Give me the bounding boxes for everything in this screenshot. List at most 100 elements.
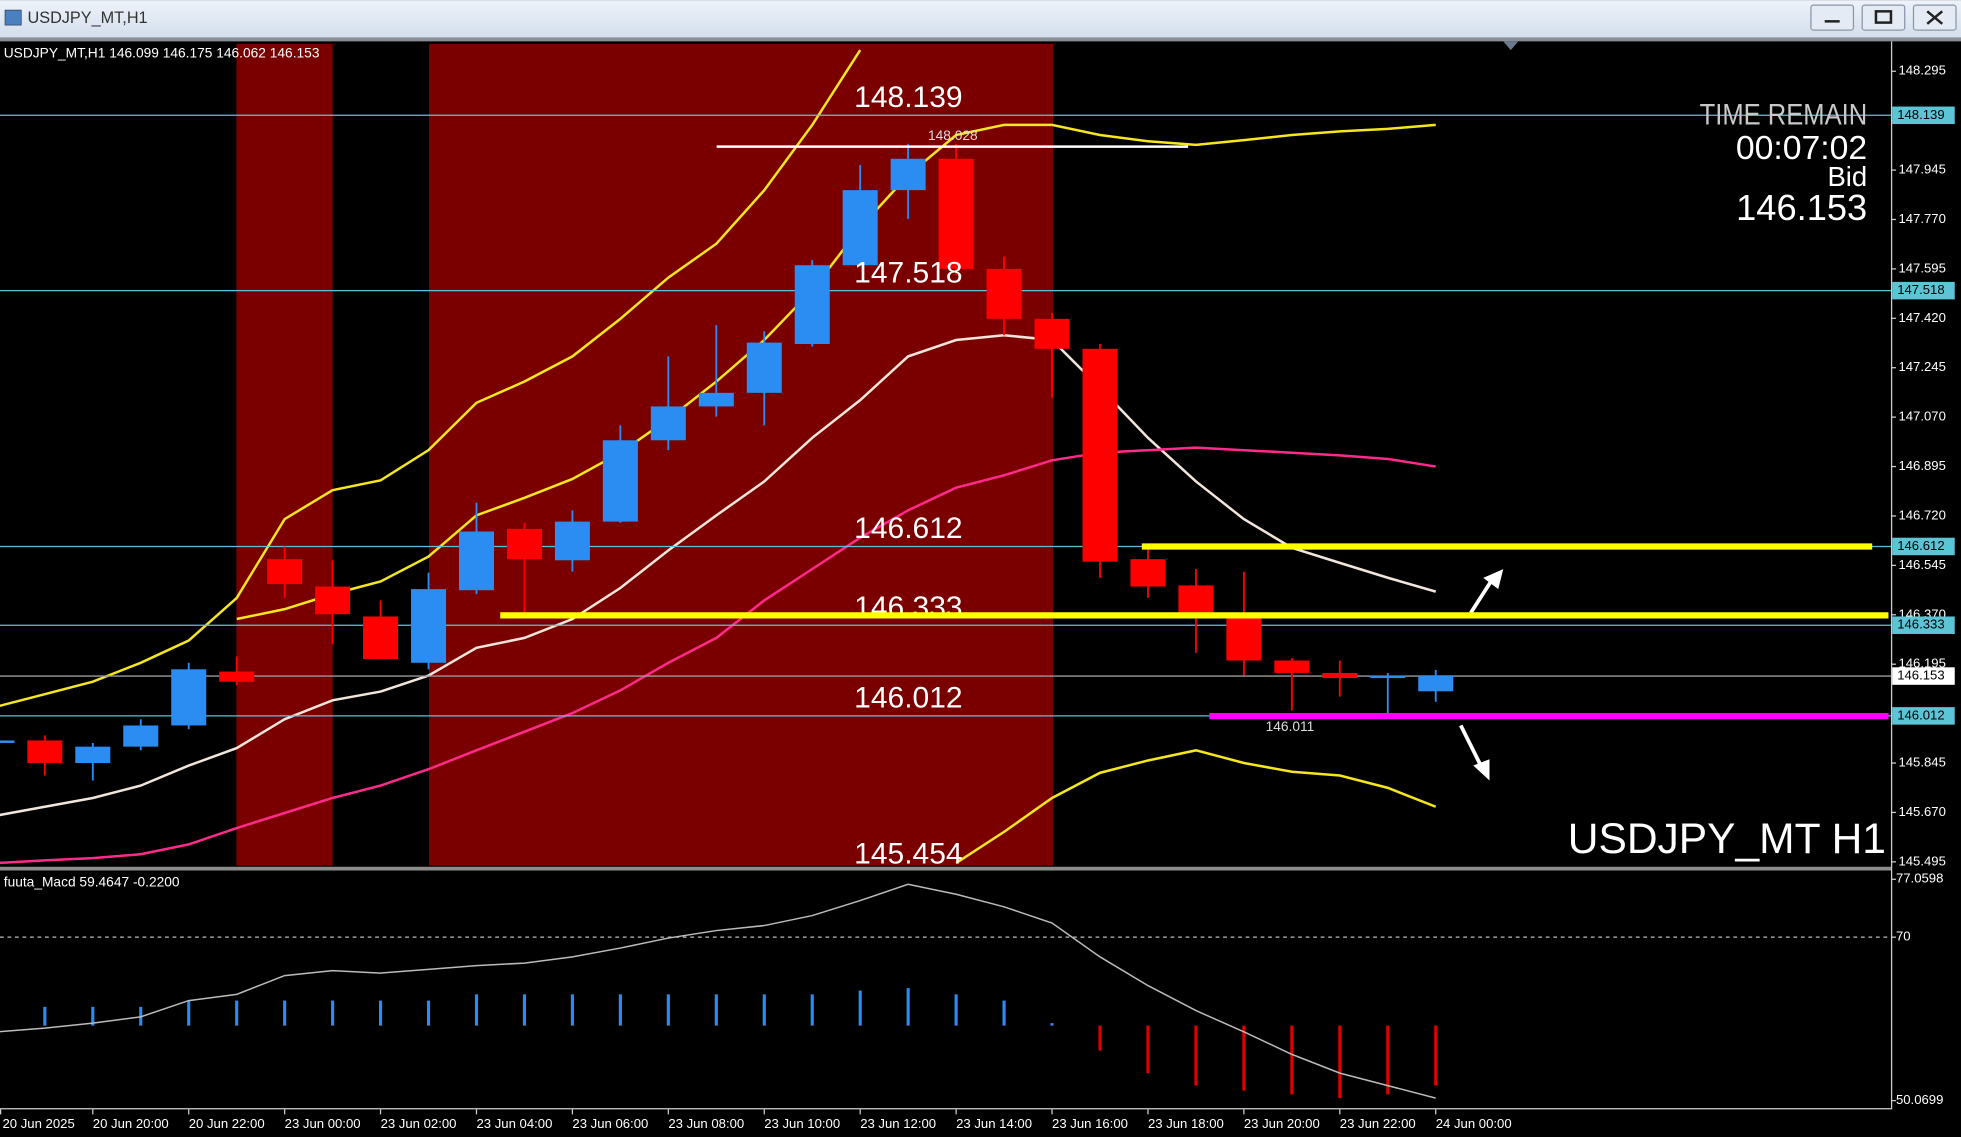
y-tick-label: 147.770 <box>1898 211 1945 226</box>
candle-body <box>1130 559 1166 587</box>
arrow-down <box>1459 724 1483 767</box>
y-tick-label: 147.595 <box>1898 260 1945 275</box>
level-axis-box <box>1892 281 1955 300</box>
macd-signal <box>0 883 1436 1099</box>
level-axis-label: 146.333 <box>1897 617 1944 632</box>
arrow-down-head <box>1473 759 1490 781</box>
window-title: USDJPY_MT,H1 <box>28 9 148 27</box>
macd-tick-label: 70 <box>1896 929 1911 944</box>
arrow-up-head <box>1483 569 1504 590</box>
candle-body <box>411 589 447 663</box>
candle-body <box>171 669 207 726</box>
indicator-line <box>0 446 1436 865</box>
level-axis-label: 148.139 <box>1897 107 1944 122</box>
x-tick-label: 23 Jun 16:00 <box>1052 1116 1128 1131</box>
x-tick-label: 23 Jun 20:00 <box>1244 1116 1320 1131</box>
x-tick-label: 23 Jun 08:00 <box>668 1116 744 1131</box>
indicator-line <box>236 123 1436 621</box>
x-tick-label: 24 Jun 00:00 <box>1436 1116 1512 1131</box>
candle-body <box>363 616 399 660</box>
macd-panel <box>0 883 1891 1099</box>
drawn-line-label: 148.028 <box>928 128 978 143</box>
y-tick-label: 148.295 <box>1898 63 1945 78</box>
bid-label: Bid <box>1827 161 1867 192</box>
y-tick-label: 146.195 <box>1898 656 1945 671</box>
drawn-line-label: 146.011 <box>1266 719 1315 734</box>
session-shade <box>236 43 333 866</box>
level-axis-label: 146.612 <box>1897 538 1944 553</box>
restore-button[interactable] <box>1861 4 1906 31</box>
arrow-up <box>1469 576 1495 614</box>
window-icon <box>4 9 22 26</box>
candle-body <box>986 268 1022 319</box>
x-tick-label: 23 Jun 22:00 <box>1340 1116 1416 1131</box>
restore-glyph <box>1874 10 1893 24</box>
indicator-line <box>0 49 862 708</box>
time-remain: 00:07:02 <box>1736 129 1867 167</box>
x-tick-label: 23 Jun 12:00 <box>860 1116 936 1131</box>
y-tick-label: 145.495 <box>1898 853 1945 868</box>
x-tick-label: 23 Jun 06:00 <box>572 1116 648 1131</box>
level-label: 145.454 <box>854 837 962 870</box>
candle-body <box>1082 348 1118 562</box>
symbol-label: USDJPY_MT H1 <box>1568 816 1886 863</box>
candle-body <box>458 531 495 591</box>
candle-body <box>267 559 303 585</box>
candle-body <box>315 586 351 615</box>
candle-body <box>75 746 111 764</box>
level-axis-box <box>1892 616 1955 634</box>
macd-tick-label: 77.0598 <box>1896 871 1943 886</box>
x-tick-label: 23 Jun 02:00 <box>381 1116 457 1131</box>
candle-body <box>27 740 63 764</box>
level-axis-box <box>1892 707 1955 725</box>
candle-body <box>698 392 734 407</box>
bid-axis-label: 146.153 <box>1897 668 1944 683</box>
candle-body <box>1274 660 1310 673</box>
level-axis-box <box>1892 537 1955 556</box>
x-tick-label: 23 Jun 18:00 <box>1148 1116 1224 1131</box>
candle-body <box>842 190 878 266</box>
candle-body <box>794 265 830 345</box>
x-tick-label: 20 Jun 22:00 <box>189 1116 265 1131</box>
candle-body <box>746 342 782 393</box>
macd-title: fuuta_Macd 59.4647 -0.2200 <box>4 875 180 890</box>
x-tick-label: 23 Jun 00:00 <box>285 1116 361 1131</box>
candle-body <box>1370 675 1406 679</box>
candle-body <box>1418 676 1454 692</box>
candle-body <box>1034 318 1070 349</box>
y-tick-label: 147.070 <box>1898 409 1945 424</box>
y-tick-label: 147.245 <box>1898 359 1945 374</box>
indicator-line <box>955 749 1437 865</box>
level-axis-label: 147.518 <box>1897 282 1944 297</box>
y-tick-label: 145.670 <box>1898 804 1945 819</box>
level-label: 146.012 <box>854 682 962 715</box>
window-buttons[interactable] <box>1810 4 1957 31</box>
x-tick-label: 23 Jun 10:00 <box>764 1116 840 1131</box>
level-axis-box <box>1892 106 1955 125</box>
candle-body <box>938 158 974 269</box>
macd-tick-label: 50.0699 <box>1896 1092 1943 1107</box>
candle-body <box>650 406 686 441</box>
candle-body <box>554 521 590 561</box>
arrows <box>1459 569 1504 781</box>
x-tick-label: 23 Jun 04:00 <box>476 1116 552 1131</box>
chart-header: USDJPY_MT,H1 146.099 146.175 146.062 146… <box>4 45 320 60</box>
y-tick-label: 145.845 <box>1898 754 1945 769</box>
level-label: 146.333 <box>854 591 962 624</box>
level-label: 147.518 <box>854 256 962 289</box>
x-tick-label: 20 Jun 20:00 <box>93 1116 169 1131</box>
y-tick-label: 146.720 <box>1898 507 1945 522</box>
x-tick-label: 23 Jun 14:00 <box>956 1116 1032 1131</box>
bid-value: 146.153 <box>1736 187 1867 228</box>
candle-body <box>890 158 926 191</box>
price-panel <box>0 49 1891 865</box>
level-label: 148.139 <box>854 81 962 114</box>
candle-body <box>506 528 542 560</box>
candle-body <box>1178 585 1214 616</box>
candle-body <box>219 671 255 682</box>
candle-body <box>1226 615 1262 661</box>
minimize-button[interactable] <box>1810 4 1855 31</box>
candle-body <box>123 725 159 747</box>
